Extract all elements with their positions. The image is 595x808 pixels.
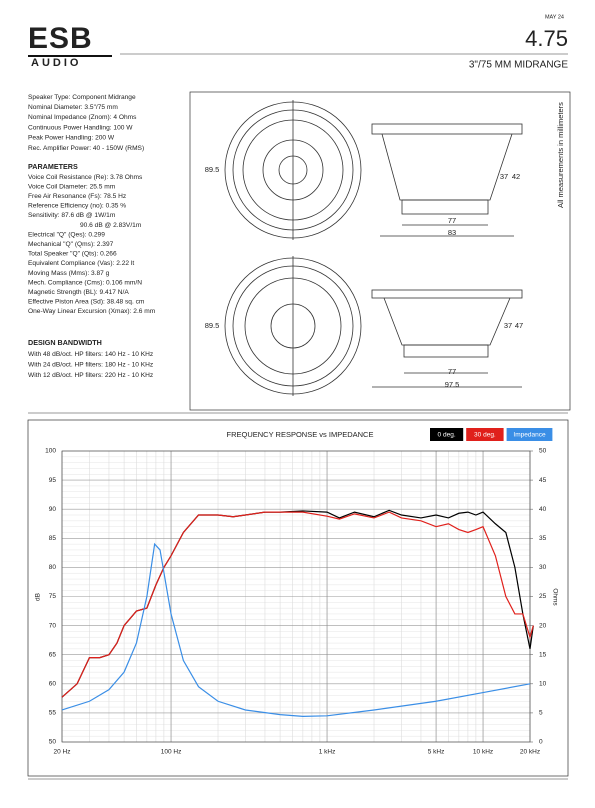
x-tick-label: 10 kHz xyxy=(473,749,493,756)
bandwidth-line: With 12 dB/oct. HP filters: 220 Hz - 10 … xyxy=(28,372,153,379)
parameter-line: Electrical "Q" (Qes): 0.299 xyxy=(28,231,105,238)
parameter-line: Moving Mass (Mms): 3.87 g xyxy=(28,270,110,277)
y-tick-label: 100 xyxy=(45,448,56,455)
dimension: 77 xyxy=(448,216,456,225)
dimension: 37 xyxy=(500,172,508,181)
parameter-line: One-Way Linear Excursion (Xmax): 2.6 mm xyxy=(28,308,156,315)
legend-swatch xyxy=(430,428,464,441)
parameter-line: Magnetic Strength (BL): 9.417 N/A xyxy=(28,289,129,296)
dimension: 37 xyxy=(504,321,512,330)
subtitle: 3"/75 MM MIDRANGE xyxy=(469,60,568,71)
sub-brand: AUDIO xyxy=(31,57,81,69)
chart-title: FREQUENCY RESPONSE vs IMPEDANCE xyxy=(227,430,374,439)
drawing-note: All measurements in millimeters xyxy=(556,102,565,208)
parameter-line: Equivalent Compliance (Vas): 2.22 lt xyxy=(28,260,134,267)
dimension: 89.5 xyxy=(205,165,220,174)
series-line xyxy=(61,511,534,698)
y-tick-label: 50 xyxy=(49,739,57,746)
spec-line: Nominal Diameter: 3.5"/75 mm xyxy=(28,104,118,111)
y2-tick-label: 10 xyxy=(539,681,547,688)
model: 4.75 xyxy=(525,26,568,51)
y-tick-label: 80 xyxy=(49,564,57,571)
logo-rule xyxy=(28,55,112,57)
parameter-line: Sensitivity: 87.6 dB @ 1W/1m xyxy=(28,212,116,219)
x-tick-label: 100 Hz xyxy=(161,749,182,756)
dimension: 97.5 xyxy=(445,380,460,389)
y2-tick-label: 35 xyxy=(539,535,547,542)
y-axis-label: dB xyxy=(35,593,42,601)
y2-tick-label: 30 xyxy=(539,564,547,571)
spec-line: Rec. Amplifier Power: 40 - 150W (RMS) xyxy=(28,145,144,152)
parameter-line: 90.6 dB @ 2.83V/1m xyxy=(80,222,142,229)
dimension: 83 xyxy=(448,228,456,237)
bottom-front-view xyxy=(224,256,362,396)
y2-tick-label: 5 xyxy=(539,710,543,717)
dimension: 47 xyxy=(515,321,523,330)
y-tick-label: 70 xyxy=(49,622,57,629)
y-tick-label: 90 xyxy=(49,506,57,513)
y-tick-label: 95 xyxy=(49,477,57,484)
y2-tick-label: 25 xyxy=(539,593,547,600)
y2-tick-label: 40 xyxy=(539,506,547,513)
chart-frame xyxy=(27,419,569,777)
dimension: 42 xyxy=(512,172,520,181)
bottom-side-view xyxy=(371,289,523,388)
top-front-view xyxy=(224,100,362,240)
series-line xyxy=(61,542,531,717)
legend-swatch xyxy=(466,428,504,441)
y-tick-label: 75 xyxy=(49,593,57,600)
y-tick-label: 65 xyxy=(49,651,57,658)
x-tick-label: 20 Hz xyxy=(54,749,71,756)
y2-tick-label: 50 xyxy=(539,448,547,455)
legend-label: 30 deg. xyxy=(474,432,496,439)
parameter-line: Mech. Compliance (Cms): 0.106 mm/N xyxy=(28,279,142,286)
dimension: 77 xyxy=(448,367,456,376)
parameter-line: Reference Efficiency (no): 0.35 % xyxy=(28,203,126,210)
spec-line: Peak Power Handling: 200 W xyxy=(28,135,115,142)
parameter-line: Free Air Resonance (Fs): 78.5 Hz xyxy=(28,193,126,200)
bandwidth-line: With 24 dB/oct. HP filters: 180 Hz - 10 … xyxy=(28,361,153,368)
legend-label: Impedance xyxy=(513,432,546,439)
plot xyxy=(61,450,534,743)
y2-tick-label: 15 xyxy=(539,651,547,658)
legend-label: 0 deg. xyxy=(438,432,456,439)
y2-axis-label: Ohms xyxy=(551,588,558,606)
x-tick-label: 20 kHz xyxy=(520,749,540,756)
date: MAY 24 xyxy=(545,14,564,20)
section-heading: DESIGN BANDWIDTH xyxy=(28,338,102,347)
legend-swatch xyxy=(506,428,553,441)
plot-border xyxy=(61,450,531,743)
spec-line: Continuous Power Handling: 100 W xyxy=(28,124,133,131)
parameter-line: Voice Coil Diameter: 25.5 mm xyxy=(28,183,116,190)
parameter-line: Mechanical "Q" (Qms): 2.397 xyxy=(28,241,114,248)
bandwidth-line: With 48 dB/oct. HP filters: 140 Hz - 10 … xyxy=(28,351,153,358)
spec-line: Nominal Impedance (Znom): 4 Ohms xyxy=(28,114,137,121)
top-side-view xyxy=(371,123,523,237)
y2-tick-label: 0 xyxy=(539,739,543,746)
y-tick-label: 55 xyxy=(49,710,57,717)
brand: ESB xyxy=(28,22,93,55)
dimension: 89.5 xyxy=(205,321,220,330)
x-tick-label: 5 kHz xyxy=(428,749,445,756)
y-tick-label: 85 xyxy=(49,535,57,542)
y2-tick-label: 45 xyxy=(539,477,547,484)
drawing-frame xyxy=(189,91,571,411)
x-tick-label: 1 kHz xyxy=(319,749,336,756)
spec-line: Speaker Type: Component Midrange xyxy=(28,94,136,101)
y-tick-label: 60 xyxy=(49,681,57,688)
section-heading: PARAMETERS xyxy=(28,162,78,171)
parameter-line: Effective Piston Area (Sd): 38.48 sq. cm xyxy=(28,299,145,306)
y2-tick-label: 20 xyxy=(539,622,547,629)
parameter-line: Total Speaker "Q" (Qts): 0.266 xyxy=(28,251,117,258)
parameter-line: Voice Coil Resistance (Re): 3.78 Ohms xyxy=(28,174,143,181)
